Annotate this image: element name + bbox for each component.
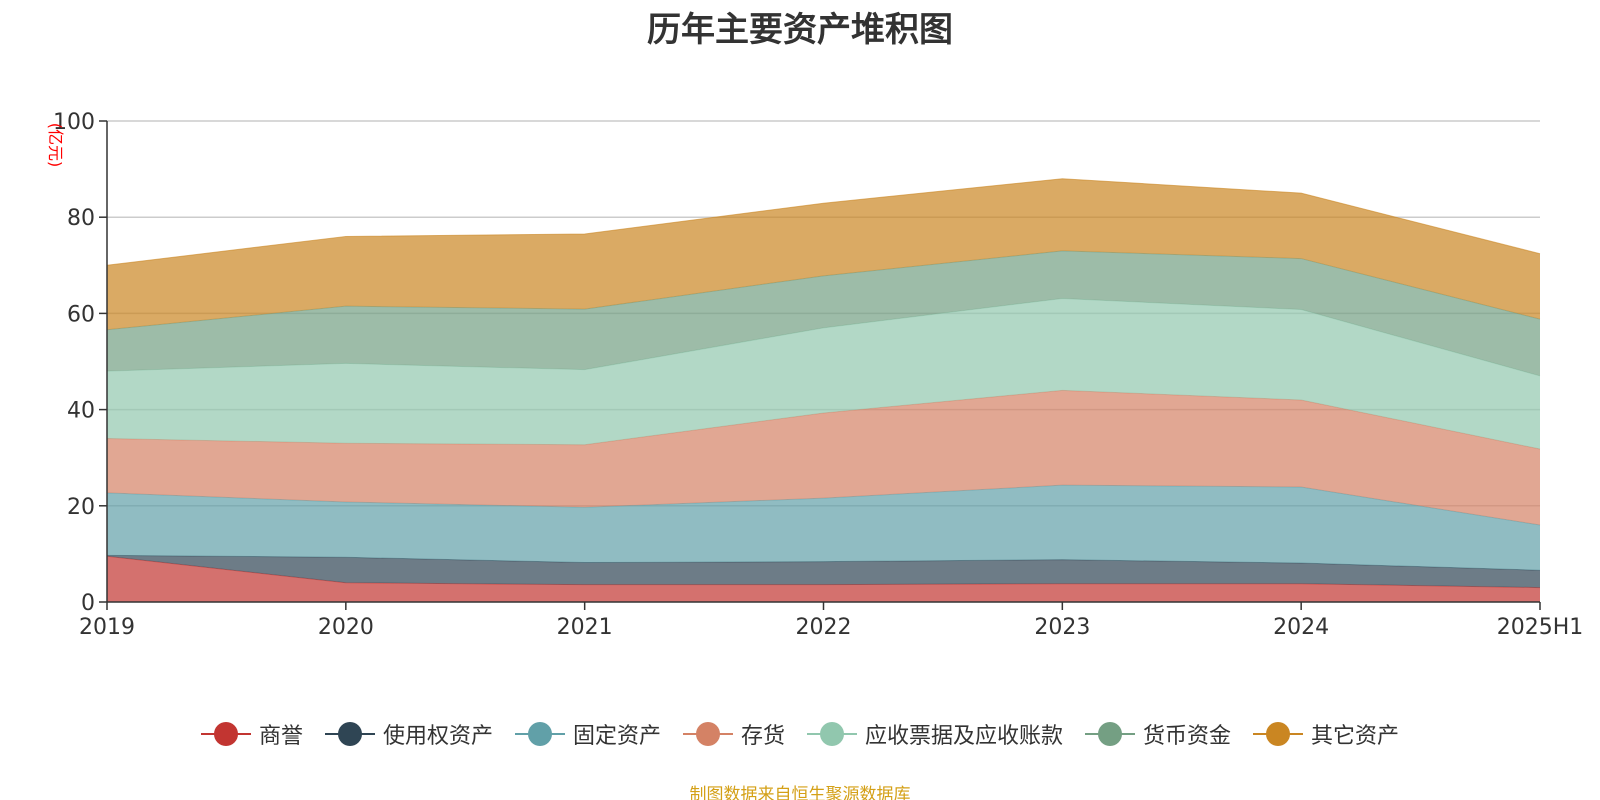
legend-item[interactable]: 商誉 — [200, 718, 303, 750]
x-tick-label: 2025H1 — [1497, 615, 1584, 640]
x-tick-label: 2020 — [318, 615, 374, 640]
area-series-固定资产 — [107, 485, 1540, 571]
legend-label: 商誉 — [258, 724, 303, 749]
legend-marker-icon — [1253, 721, 1304, 747]
y-tick-label: 20 — [67, 495, 95, 520]
area-series-group — [106, 178, 1541, 602]
y-axis-unit: (亿元) — [46, 123, 65, 168]
x-tick-label: 2019 — [79, 615, 135, 640]
legend-marker-icon — [682, 721, 733, 747]
legend-item[interactable]: 使用权资产 — [324, 718, 493, 750]
legend-label: 应收票据及应收账款 — [865, 724, 1064, 749]
y-tick-label: 100 — [53, 110, 95, 135]
legend-label: 存货 — [740, 724, 785, 749]
legend-marker-icon — [807, 721, 857, 747]
y-tick-label: 60 — [67, 302, 95, 327]
legend-dot — [695, 722, 720, 746]
chart-title: 历年主要资产堆积图 — [647, 10, 953, 50]
area-series-货币资金 — [107, 250, 1540, 376]
y-tick-label: 80 — [67, 206, 95, 231]
legend-label: 货币资金 — [1143, 724, 1232, 749]
legend-marker-icon — [324, 721, 375, 747]
legend-marker-icon — [514, 721, 565, 747]
legend-item[interactable]: 固定资产 — [514, 718, 661, 750]
legend-item[interactable]: 存货 — [682, 718, 785, 750]
legend-dot — [1266, 722, 1291, 746]
area-series-其它资产 — [107, 178, 1540, 330]
area-edge-其它资产 — [106, 178, 1541, 266]
y-tick-label: 40 — [67, 399, 95, 424]
legend-marker-icon — [1085, 721, 1136, 747]
area-series-使用权资产 — [107, 555, 1540, 588]
stacked-area-chart: 0 20 40 60 80 100 2019 2020 2021 2022 2023 2024 2025… — [46, 110, 1584, 640]
legend-item[interactable]: 其它资产 — [1253, 718, 1399, 750]
legend-item[interactable]: 应收票据及应收账款 — [807, 718, 1063, 750]
x-tick-label: 2022 — [796, 615, 852, 640]
x-tick-label: 2021 — [557, 615, 613, 640]
x-tick-label: 2023 — [1034, 615, 1090, 640]
legend-dot — [820, 722, 844, 746]
area-series-存货 — [107, 390, 1540, 526]
area-series-商誉 — [107, 556, 1540, 602]
x-tick-label: 2024 — [1273, 615, 1329, 640]
legend-marker-icon — [200, 721, 251, 747]
y-tick-label: 0 — [81, 591, 95, 616]
legend-label: 固定资产 — [572, 724, 661, 749]
legend-dot — [1098, 722, 1123, 746]
legend-dot — [337, 722, 362, 746]
chart-legend: 商誉 使用权资产 固定资产 存货 应收票据及应收账款 货币资金 其它资产 — [0, 718, 1600, 750]
data-source-note: 制图数据来自恒生聚源数据库 — [689, 785, 911, 800]
legend-item[interactable]: 货币资金 — [1085, 718, 1231, 750]
legend-dot — [527, 722, 552, 746]
area-series-应收票据及应收账款 — [107, 298, 1540, 450]
legend-label: 使用权资产 — [382, 724, 493, 749]
legend-label: 其它资产 — [1311, 724, 1400, 749]
legend-dot — [213, 722, 238, 746]
